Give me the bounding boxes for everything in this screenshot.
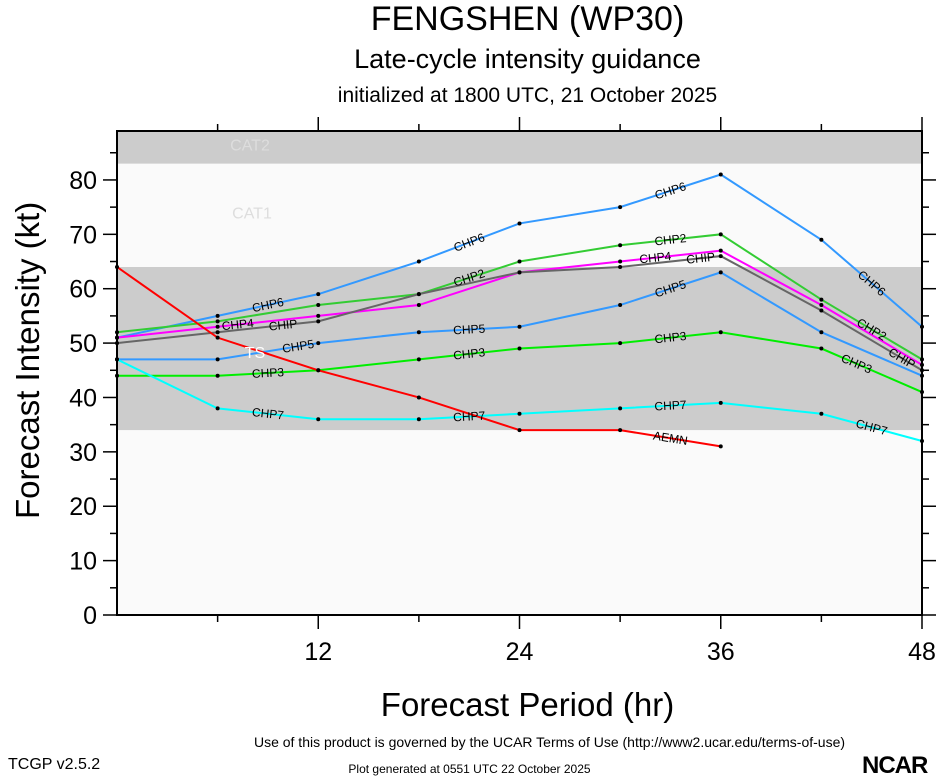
data-point bbox=[215, 330, 220, 335]
series-label-chp4: CHP4 bbox=[639, 249, 673, 266]
data-point bbox=[618, 264, 623, 269]
data-point bbox=[618, 406, 623, 411]
data-point bbox=[215, 324, 220, 329]
series-label-chip: CHIP bbox=[686, 250, 716, 267]
y-tick-label: 0 bbox=[83, 602, 97, 630]
series-label-chp6: CHP6 bbox=[251, 295, 286, 316]
data-point bbox=[718, 232, 723, 237]
data-point bbox=[618, 341, 623, 346]
generated-time: Plot generated at 0551 UTC 22 October 20… bbox=[348, 762, 591, 776]
data-point bbox=[316, 313, 321, 318]
init-time: initialized at 1800 UTC, 21 October 2025 bbox=[337, 84, 718, 107]
series-label-chp3: CHP3 bbox=[252, 365, 285, 381]
band-label-ts: TS bbox=[245, 345, 265, 362]
data-point bbox=[517, 428, 522, 433]
data-point bbox=[819, 297, 824, 302]
data-point bbox=[517, 411, 522, 416]
data-point bbox=[316, 341, 321, 346]
data-point bbox=[718, 254, 723, 259]
x-tick-label: 24 bbox=[506, 638, 534, 666]
data-point bbox=[618, 428, 623, 433]
y-tick-label: 50 bbox=[69, 330, 97, 358]
data-point bbox=[618, 303, 623, 308]
data-point bbox=[416, 357, 421, 362]
y-tick-label: 40 bbox=[69, 384, 97, 412]
data-point bbox=[718, 270, 723, 275]
data-point bbox=[819, 303, 824, 308]
version-label: TCGP v2.5.2 bbox=[8, 756, 101, 773]
series-label-chp2: CHP2 bbox=[654, 231, 688, 248]
data-point bbox=[618, 205, 623, 210]
data-point bbox=[618, 259, 623, 264]
series-label-chp3: CHP3 bbox=[654, 329, 688, 346]
series-label-chp3: CHP3 bbox=[453, 345, 487, 362]
series-label-chp7: CHP7 bbox=[453, 409, 486, 425]
y-tick-label: 20 bbox=[69, 493, 97, 521]
data-point bbox=[718, 172, 723, 177]
data-point bbox=[215, 313, 220, 318]
data-point bbox=[718, 400, 723, 405]
data-point bbox=[416, 259, 421, 264]
y-tick-label: 30 bbox=[69, 439, 97, 467]
band-cat2 bbox=[117, 131, 922, 164]
data-point bbox=[819, 346, 824, 351]
series-label-chp4: CHP4 bbox=[221, 316, 255, 333]
data-point bbox=[819, 308, 824, 313]
data-point bbox=[718, 248, 723, 253]
data-point bbox=[416, 303, 421, 308]
data-point bbox=[316, 417, 321, 422]
y-tick-label: 10 bbox=[69, 548, 97, 576]
data-point bbox=[517, 270, 522, 275]
data-point bbox=[618, 243, 623, 248]
band-label-cat1: CAT1 bbox=[232, 206, 272, 223]
band-label-cat2: CAT2 bbox=[230, 138, 270, 155]
series-label-chp7: CHP7 bbox=[654, 398, 687, 414]
series-lines bbox=[115, 172, 924, 449]
chart-title: FENGSHEN (WP30) bbox=[370, 0, 685, 38]
ncar-logo: NCAR bbox=[862, 752, 928, 779]
data-point bbox=[316, 368, 321, 373]
data-point bbox=[416, 330, 421, 335]
data-point bbox=[718, 444, 723, 449]
data-point bbox=[316, 319, 321, 324]
x-tick-label: 36 bbox=[707, 638, 735, 666]
series-label-chp5: CHP5 bbox=[281, 337, 315, 356]
data-point bbox=[416, 395, 421, 400]
data-point bbox=[819, 237, 824, 242]
data-point bbox=[215, 357, 220, 362]
series-label-chp5: CHP5 bbox=[453, 322, 486, 338]
data-point bbox=[416, 292, 421, 297]
data-point bbox=[517, 324, 522, 329]
y-tick-label: 80 bbox=[69, 167, 97, 195]
data-point bbox=[215, 319, 220, 324]
series-label-chp7: CHP7 bbox=[251, 405, 285, 422]
data-point bbox=[316, 303, 321, 308]
data-point bbox=[416, 417, 421, 422]
data-point bbox=[517, 259, 522, 264]
data-point bbox=[215, 373, 220, 378]
series-label-aemn: AEMN bbox=[652, 429, 688, 448]
band-cat1 bbox=[117, 163, 922, 267]
data-point bbox=[718, 330, 723, 335]
data-point bbox=[316, 292, 321, 297]
y-tick-label: 60 bbox=[69, 276, 97, 304]
terms-of-use: Use of this product is governed by the U… bbox=[253, 734, 846, 750]
data-point bbox=[819, 411, 824, 416]
x-tick-label: 48 bbox=[908, 638, 936, 666]
data-point bbox=[215, 335, 220, 340]
chart-subtitle: Late-cycle intensity guidance bbox=[354, 44, 701, 74]
y-tick-label: 70 bbox=[69, 221, 97, 249]
data-point bbox=[819, 330, 824, 335]
data-point bbox=[215, 406, 220, 411]
data-point bbox=[517, 221, 522, 226]
data-point bbox=[517, 346, 522, 351]
x-tick-label: 12 bbox=[304, 638, 332, 666]
x-axis-label: Forecast Period (hr) bbox=[380, 686, 675, 723]
series-label-chip: CHIP bbox=[268, 317, 298, 334]
